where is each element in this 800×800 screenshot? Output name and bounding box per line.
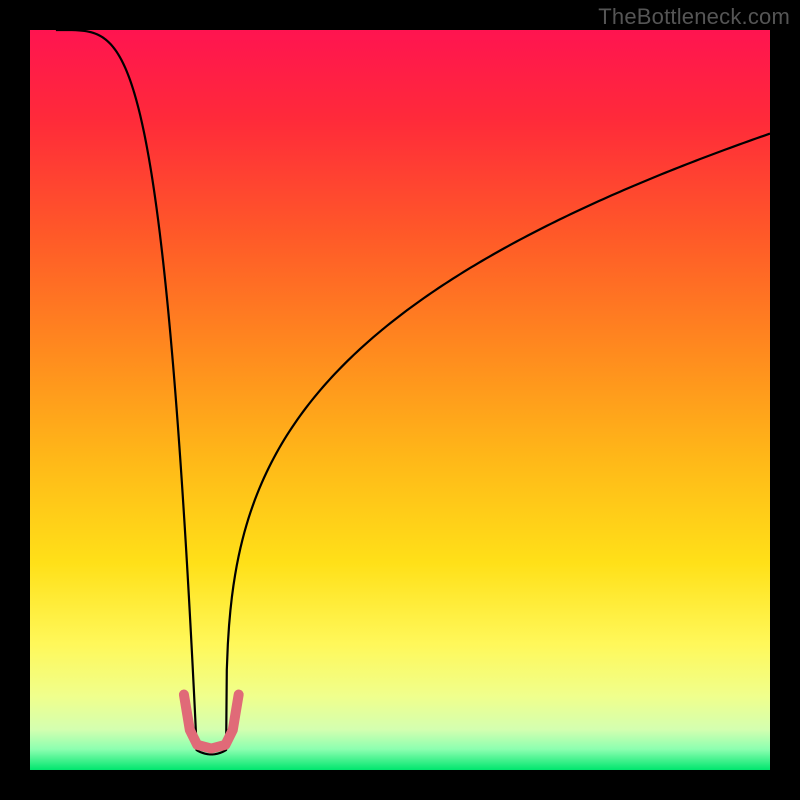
bottleneck-curve (56, 30, 770, 754)
chart-svg (30, 30, 770, 770)
watermark-text: TheBottleneck.com (598, 4, 790, 30)
plot-area (30, 30, 770, 770)
highlight-u (184, 695, 239, 749)
chart-frame: TheBottleneck.com (0, 0, 800, 800)
